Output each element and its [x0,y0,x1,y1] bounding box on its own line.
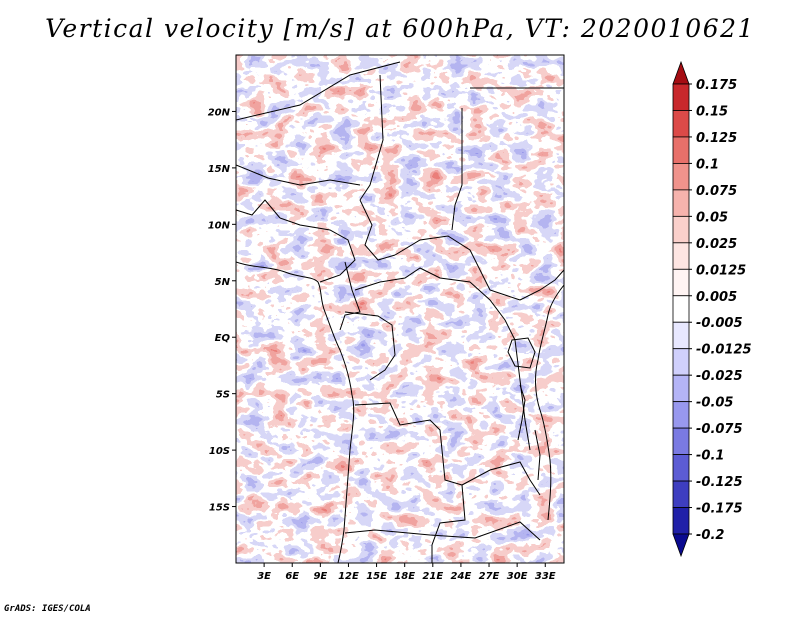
border-nigeria [279,217,356,283]
lat-tick-label-EQ: EQ [215,333,231,344]
lon-tick-label-27E: 27E [479,571,500,582]
colorbar-swatch-0 [672,60,690,85]
colorbar-swatch-16 [672,480,690,508]
border-cameroon [339,261,361,331]
colorbar-label-17: -0.2 [696,528,724,543]
lon-tick-label-6E: 6E [285,571,299,582]
border-sahara-2 [359,74,384,201]
colorbar-label-12: -0.05 [696,396,733,411]
lon-tick-label-33E: 33E [535,571,556,582]
colorbar-label-10: -0.0125 [696,343,752,358]
border-congo [344,311,396,381]
lon-tick-label-24E: 24E [451,571,472,582]
colorbar-swatch-4 [672,163,690,191]
coastlines-and-borders [236,61,564,563]
colorbar-swatch-9 [672,295,690,323]
border-car [354,267,471,291]
plot-area [235,54,565,564]
colorbar-label-15: -0.125 [696,475,743,490]
lat-tick-label-20N: 20N [208,107,231,118]
colorbar-swatch-10 [672,321,690,350]
colorbar-label-7: 0.0125 [696,263,746,278]
colorbar-swatch-14 [672,427,690,455]
grads-credit: GrADS: IGES/COLA [4,604,91,614]
colorbar-swatch-18 [672,533,690,558]
colorbar-label-1: 0.15 [696,104,728,119]
colorbar-label-14: -0.1 [696,449,724,464]
lat-tick-label-15S: 15S [209,503,230,514]
lat-tick-label-5N: 5N [215,277,231,288]
border-zambia [461,461,541,496]
lon-tick-label-9E: 9E [313,571,327,582]
colorbar-swatch-11 [672,348,690,376]
lon-tick-label-30E: 30E [507,571,528,582]
colorbar: 0.175 0.15 0.125 0.1 0.075 0.05 0.025 0.0125 0.0… [672,60,752,558]
colorbar-swatch-5 [672,189,690,217]
border-angola [431,484,466,563]
lat-tick-label-5S: 5S [216,390,230,401]
colorbar-swatch-7 [672,242,690,270]
colorbar-label-13: -0.075 [696,422,743,437]
lon-tick-label-18E: 18E [394,571,415,582]
lon-tick-label-21E: 21E [422,571,443,582]
colorbar-label-3: 0.1 [696,157,719,172]
lake-tanganyika [517,384,526,441]
velocity-field [236,55,564,563]
border-chad-east [359,199,396,261]
map-title: Vertical velocity [m/s] at 600hPa, VT: 2… [45,14,755,43]
colorbar-label-8: 0.005 [696,290,737,305]
lon-tick-label-3E: 3E [257,571,271,582]
colorbar-swatch-8 [672,268,690,297]
colorbar-label-11: -0.025 [696,369,743,384]
border-horn [519,269,564,301]
coastline-east-africa [535,284,564,521]
colorbar-label-2: 0.125 [696,131,737,146]
colorbar-swatch-1 [672,83,690,111]
plot-frame [235,54,565,564]
colorbar-swatch-13 [672,401,690,429]
border-egypt-sudan [451,108,463,231]
colorbar-label-0: 0.175 [696,78,737,93]
colorbar-label-6: 0.025 [696,237,737,252]
colorbar-swatch-6 [672,215,690,244]
border-sahara-1 [236,61,401,121]
lake-victoria [507,337,536,369]
colorbar-swatch-2 [672,110,690,138]
border-namibia [344,521,541,541]
colorbar-swatch-12 [672,374,690,403]
border-west-sahel [236,199,281,219]
lake-malawi [534,429,541,481]
lat-tick-label-10S: 10S [209,446,230,457]
lat-tick-label-10N: 10N [208,220,231,231]
lon-tick-label-12E: 12E [338,571,359,582]
colorbar-label-4: 0.075 [696,184,737,199]
latitude-axis: 20N 15N 10N 5N EQ 5S 10S 15S [208,107,236,514]
colorbar-swatch-17 [672,507,690,535]
coastline-west-africa [236,261,355,563]
longitude-axis: 3E 6E 9E 12E 15E 18E 21E 24E 27E 30E 33E [257,563,556,582]
border-sahel [236,164,361,186]
lon-tick-label-15E: 15E [366,571,387,582]
lat-tick-label-15N: 15N [208,164,231,175]
colorbar-label-16: -0.175 [696,502,743,517]
colorbar-swatch-15 [672,454,690,482]
border-drc-south [354,402,463,486]
border-sudan-south [394,235,521,301]
colorbar-label-9: -0.005 [696,316,743,331]
colorbar-label-5: 0.05 [696,210,728,225]
colorbar-swatch-3 [672,136,690,164]
